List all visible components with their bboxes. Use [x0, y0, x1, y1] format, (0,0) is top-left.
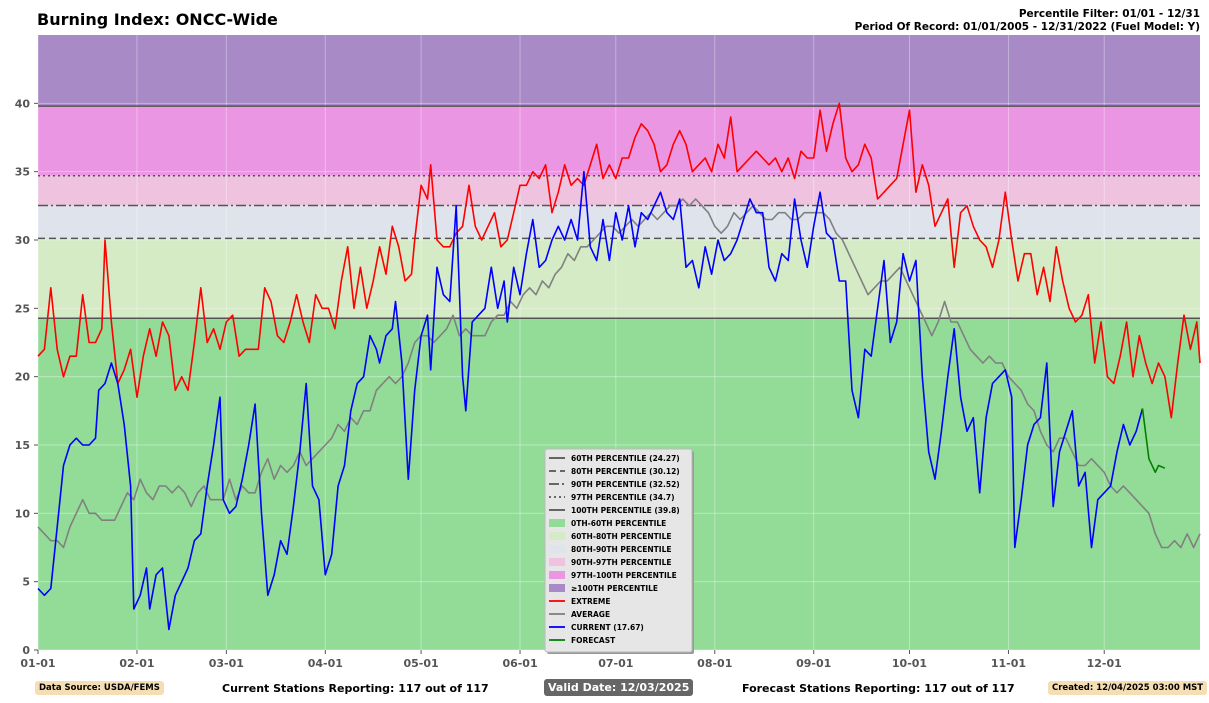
percentile-filter: Percentile Filter: 01/01 - 12/31 [1018, 8, 1200, 20]
series-line-extreme [37, 102, 1201, 419]
legend-swatch [549, 571, 565, 579]
legend-label: 0TH-60TH PERCENTILE [571, 519, 666, 528]
legend-swatch [549, 545, 565, 553]
legend-label: 90TH-97TH PERCENTILE [571, 558, 672, 567]
x-tick-label: 12-01 [1087, 657, 1122, 670]
forecast-stations-text: Forecast Stations Reporting: 117 out of … [742, 682, 1015, 695]
band-90th-97th-percentile [38, 175, 1200, 206]
band-60th-80th-percentile [38, 238, 1200, 319]
y-tick-label: 40 [15, 97, 31, 110]
y-tick-label: 10 [15, 507, 31, 520]
data-source-badge: Data Source: USDA/FEMS [35, 681, 164, 695]
legend-label: 90TH PERCENTILE (32.52) [571, 480, 680, 489]
legend-label: 60TH-80TH PERCENTILE [571, 532, 672, 541]
legend-label: 97TH-100TH PERCENTILE [571, 571, 677, 580]
x-tick-label: 03-01 [209, 657, 244, 670]
legend-swatch [549, 584, 565, 592]
y-tick-label: 30 [15, 234, 31, 247]
x-tick-label: 04-01 [308, 657, 343, 670]
y-tick-label: 20 [15, 371, 31, 384]
legend-label: CURRENT (17.67) [571, 623, 644, 632]
legend-label: EXTREME [571, 597, 611, 606]
created-badge: Created: 12/04/2025 03:00 MST [1048, 681, 1208, 695]
legend-label: 80TH PERCENTILE (30.12) [571, 467, 680, 476]
band-97th-100th-percentile [38, 106, 1200, 176]
header-info: Percentile Filter: 01/01 - 12/31 Period … [855, 8, 1200, 34]
y-tick-label: 25 [15, 302, 30, 315]
legend-label: AVERAGE [571, 610, 610, 619]
x-tick-label: 07-01 [598, 657, 633, 670]
legend-swatch [549, 519, 565, 527]
legend-label: FORECAST [571, 636, 616, 645]
x-tick-label: 11-01 [991, 657, 1026, 670]
legend-box [544, 448, 693, 653]
x-tick-label: 01-01 [20, 657, 55, 670]
x-tick-label: 09-01 [796, 657, 831, 670]
chart-title: Burning Index: ONCC-Wide [37, 10, 278, 29]
legend-label: 100TH PERCENTILE (39.8) [571, 506, 680, 515]
legend-swatch [549, 558, 565, 566]
legend-label: 80TH-90TH PERCENTILE [571, 545, 672, 554]
y-tick-label: 15 [15, 439, 30, 452]
legend-label: 97TH PERCENTILE (34.7) [571, 493, 675, 502]
legend-label: 60TH PERCENTILE (24.27) [571, 454, 680, 463]
x-tick-label: 06-01 [502, 657, 537, 670]
y-tick-label: 5 [22, 576, 30, 589]
x-tick-label: 05-01 [403, 657, 438, 670]
current-stations-text: Current Stations Reporting: 117 out of 1… [222, 682, 489, 695]
period-of-record: Period Of Record: 01/01/2005 - 12/31/202… [854, 21, 1200, 33]
legend: 60TH PERCENTILE (24.27) 80TH PERCENTILE (… [544, 448, 694, 654]
band-100th-percentile [38, 35, 1200, 107]
series-line-forecast [1141, 408, 1166, 474]
y-tick-label: 35 [15, 166, 30, 179]
x-tick-label: 08-01 [697, 657, 732, 670]
y-tick-label: 0 [22, 644, 30, 657]
x-tick-label: 02-01 [119, 657, 154, 670]
legend-swatch [549, 532, 565, 540]
valid-date-badge: Valid Date: 12/03/2025 [544, 679, 694, 696]
x-tick-label: 10-01 [892, 657, 927, 670]
series-line-current-17-67 [37, 170, 1144, 631]
legend-label: ≥100TH PERCENTILE [571, 584, 658, 593]
